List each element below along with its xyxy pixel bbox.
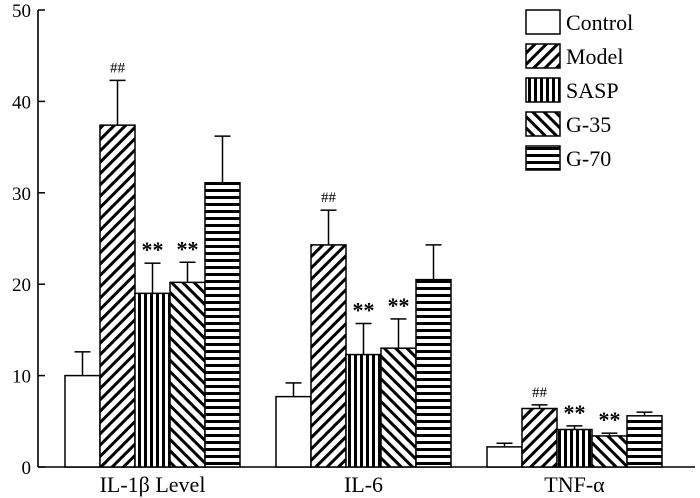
- category-label: IL-6: [344, 472, 383, 497]
- significance-hash: ##: [321, 190, 337, 206]
- bar-sasp: [556, 428, 593, 468]
- y-tick-label: 30: [12, 184, 31, 205]
- legend-swatch: [525, 145, 561, 171]
- category-label: TNF-α: [544, 472, 605, 497]
- y-tick-label: 50: [12, 1, 31, 22]
- legend-swatch: [525, 111, 561, 137]
- legend-label: G-35: [566, 112, 611, 137]
- y-tick-label: 10: [12, 367, 31, 388]
- bar-g-70: [204, 181, 241, 468]
- bar-model: [99, 124, 136, 468]
- legend-label: Model: [566, 44, 623, 69]
- significance-hash: ##: [532, 385, 548, 401]
- bar-sasp: [345, 353, 382, 468]
- significance-stars: **: [564, 400, 586, 425]
- bar-sasp: [134, 292, 171, 468]
- significance-stars: **: [177, 236, 199, 261]
- category-label: IL-1β Level: [100, 472, 206, 497]
- bar-control: [275, 395, 312, 468]
- axes: 0 10 20 30 40 50 IL-1β Level IL-6 TNF-α: [12, 1, 695, 497]
- legend-swatch: [525, 77, 561, 103]
- legend-label: Control: [566, 10, 633, 35]
- significance-stars: **: [599, 407, 621, 432]
- significance-hash: ##: [110, 60, 126, 76]
- legend-swatch: [525, 9, 561, 35]
- bar-control: [486, 446, 523, 468]
- significance-stars: **: [142, 237, 164, 262]
- bar-g-35: [169, 281, 206, 468]
- y-tick-label: 40: [12, 92, 31, 113]
- legend-label: G-70: [566, 146, 611, 171]
- legend-label: SASP: [566, 78, 619, 103]
- significance-stars: **: [388, 293, 410, 318]
- bars: [64, 79, 663, 468]
- legend-swatch: [525, 43, 561, 69]
- significance-stars: **: [353, 298, 375, 323]
- annotations: ## ** ** ## ** ** ## ** **: [110, 60, 621, 432]
- bar-model: [310, 244, 347, 468]
- bar-g-70: [415, 278, 452, 468]
- y-tick-label: 0: [22, 458, 32, 479]
- bar-model: [521, 407, 558, 468]
- bar-control: [64, 374, 101, 468]
- bar-g-70: [626, 415, 663, 468]
- legend: Control Model SASP G-35 G-70: [525, 9, 633, 171]
- y-tick-label: 20: [12, 275, 31, 296]
- bar-g-35: [380, 347, 417, 468]
- bar-g-35: [591, 435, 628, 468]
